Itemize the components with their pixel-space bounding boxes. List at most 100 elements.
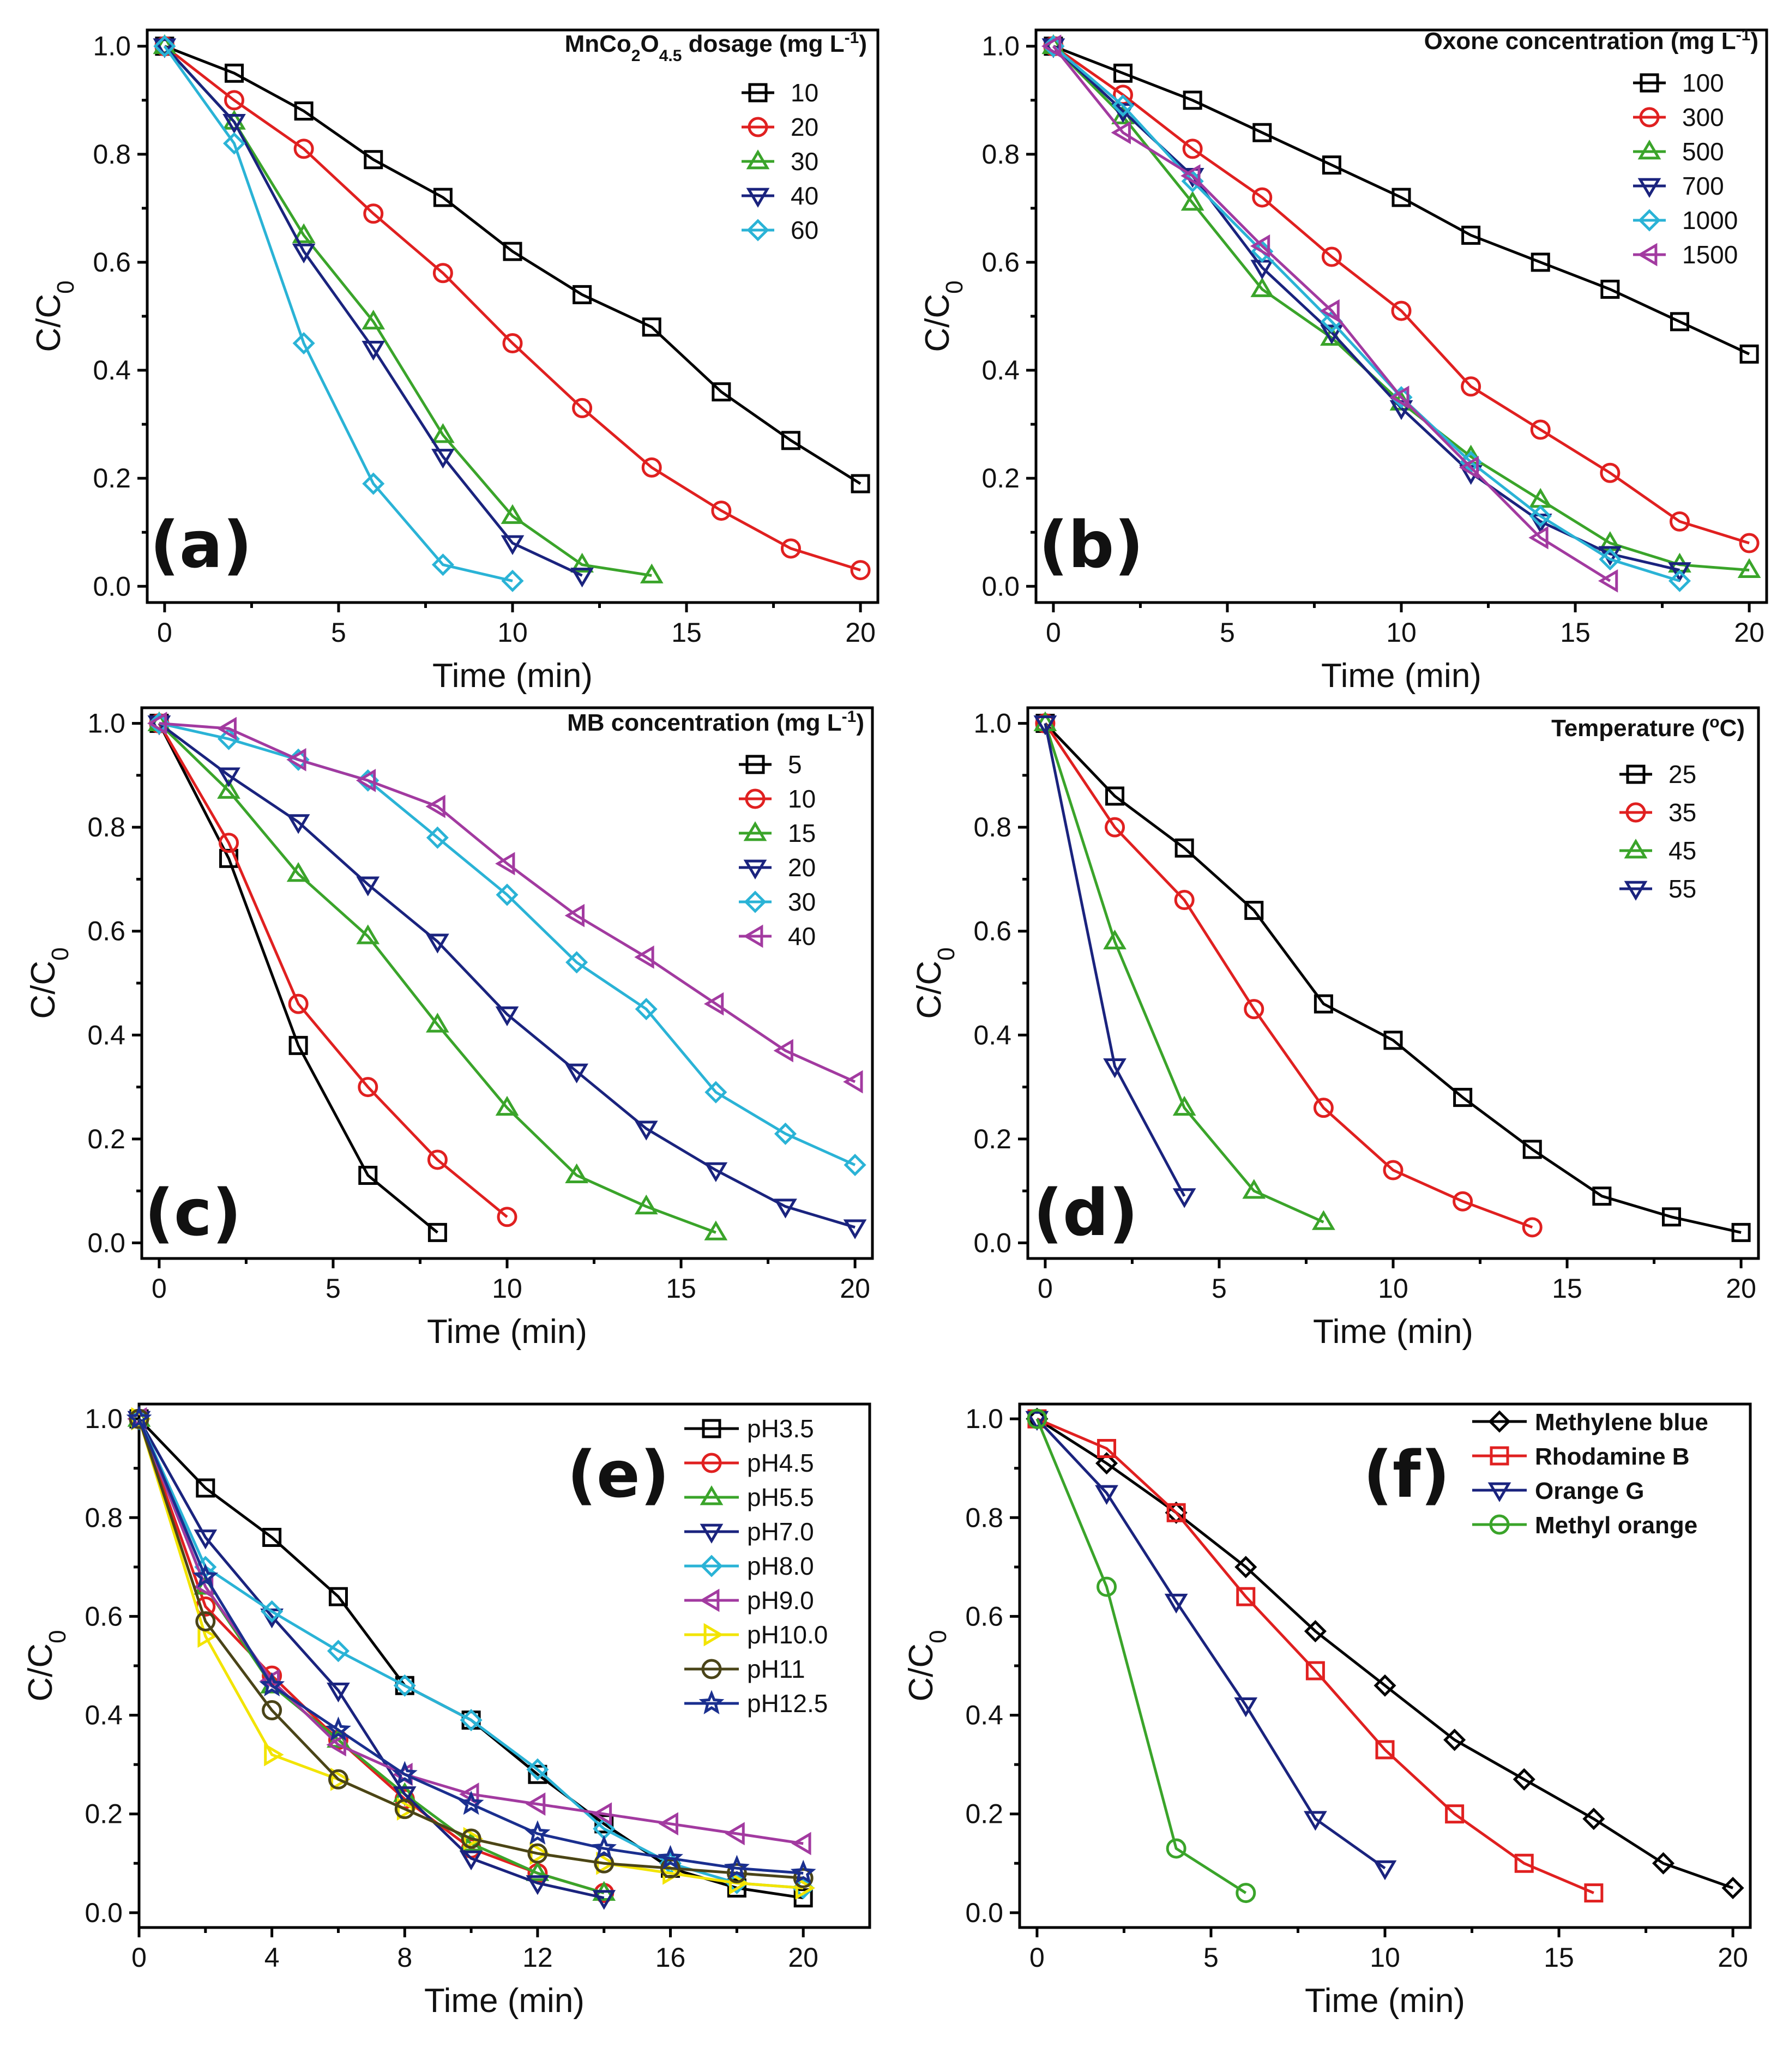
data-point bbox=[222, 132, 246, 155]
data-point bbox=[362, 472, 385, 495]
legend-entry: pH4.5 bbox=[684, 1449, 814, 1477]
data-point bbox=[1305, 1661, 1325, 1681]
data-point bbox=[529, 1841, 550, 1865]
series-line bbox=[1044, 723, 1186, 1197]
legend-swatch-marker bbox=[744, 890, 767, 913]
legend-entry: 500 bbox=[1633, 137, 1724, 166]
y-tick-label: 1.0 bbox=[981, 31, 1020, 62]
data-point bbox=[1375, 1740, 1395, 1760]
x-tick-label: 5 bbox=[1203, 1942, 1219, 1973]
series-line bbox=[1044, 722, 1324, 1224]
legend-label: 10 bbox=[788, 785, 816, 813]
data-point bbox=[393, 1786, 417, 1806]
y-tick-label: 0.6 bbox=[973, 916, 1011, 947]
y-axis-label: C/C0 bbox=[911, 947, 960, 1019]
data-point bbox=[502, 333, 523, 354]
legend-swatch-marker bbox=[743, 821, 767, 841]
series-line bbox=[1036, 1417, 1594, 1894]
data-point bbox=[528, 1764, 547, 1784]
legend-entry: pH12.5 bbox=[684, 1689, 828, 1718]
data-point bbox=[572, 397, 593, 418]
panel-label: (c) bbox=[144, 1175, 242, 1250]
data-point bbox=[327, 1682, 350, 1703]
y-tick-label: 0.2 bbox=[93, 463, 131, 493]
y-tick-label: 0.0 bbox=[965, 1898, 1003, 1928]
data-point bbox=[634, 1194, 658, 1215]
data-point bbox=[427, 1222, 447, 1242]
data-point bbox=[1174, 838, 1194, 858]
data-point bbox=[1670, 312, 1689, 332]
y-tick-label: 0.6 bbox=[85, 1601, 123, 1631]
legend-swatch-marker bbox=[746, 219, 769, 242]
series-line bbox=[158, 722, 716, 1234]
data-point bbox=[503, 242, 522, 261]
legend-swatch-marker bbox=[700, 1588, 720, 1612]
data-point bbox=[433, 188, 453, 207]
data-point bbox=[1166, 1503, 1186, 1522]
data-point bbox=[703, 992, 724, 1016]
legend-label: pH4.5 bbox=[747, 1449, 814, 1477]
chart-panel-e: 0 4 8 12 16 20 0.0 0.2 0.4 0.6 0.8 1.0 Time (min) C/C… bbox=[22, 1402, 871, 2020]
data-point bbox=[327, 1640, 350, 1663]
data-point bbox=[1111, 121, 1131, 144]
legend-entry: Methylene blue bbox=[1472, 1409, 1708, 1436]
data-point bbox=[1041, 34, 1062, 58]
y-tick-label: 0.6 bbox=[87, 916, 125, 947]
series-line bbox=[159, 722, 856, 1083]
legend-swatch-marker bbox=[745, 788, 766, 809]
data-point bbox=[463, 1827, 484, 1851]
data-point bbox=[194, 1529, 218, 1550]
legend-label: pH3.5 bbox=[747, 1414, 814, 1443]
data-point bbox=[1721, 1877, 1744, 1900]
data-point bbox=[292, 332, 315, 355]
legend-swatch-marker bbox=[698, 1690, 725, 1714]
data-point bbox=[1025, 1411, 1049, 1431]
y-tick-label: 0.0 bbox=[981, 571, 1020, 601]
legend-entry: 45 bbox=[1619, 836, 1696, 865]
data-point bbox=[394, 1799, 415, 1820]
data-point bbox=[1095, 1485, 1118, 1505]
legend-label: 15 bbox=[788, 819, 816, 847]
series-line bbox=[1036, 1418, 1386, 1870]
y-tick-label: 0.4 bbox=[85, 1700, 123, 1731]
x-tick-label: 20 bbox=[788, 1942, 818, 1973]
data-point bbox=[1528, 526, 1549, 550]
legend-label: 45 bbox=[1668, 836, 1696, 865]
data-point bbox=[328, 1769, 348, 1790]
legend-entry: pH5.5 bbox=[684, 1483, 814, 1511]
data-point bbox=[525, 1792, 546, 1816]
legend-entry: 1500 bbox=[1633, 240, 1738, 269]
series-40 bbox=[153, 38, 594, 588]
data-point bbox=[501, 535, 525, 555]
data-point bbox=[594, 1853, 615, 1874]
data-point bbox=[1592, 1186, 1612, 1206]
legend-title: Temperature (oC) bbox=[1551, 713, 1745, 742]
legend-swatch-marker bbox=[700, 1523, 724, 1544]
data-point bbox=[1320, 299, 1340, 323]
data-point bbox=[1027, 1408, 1047, 1429]
data-point bbox=[790, 1859, 816, 1884]
y-tick-label: 0.8 bbox=[87, 812, 125, 842]
data-point bbox=[259, 1672, 285, 1697]
data-point bbox=[774, 1198, 797, 1219]
data-point bbox=[1242, 1179, 1266, 1199]
x-tick-label: 5 bbox=[326, 1273, 341, 1304]
data-point bbox=[1252, 123, 1272, 142]
legend-entry: 20 bbox=[739, 853, 816, 882]
legend-label: pH12.5 bbox=[747, 1689, 828, 1718]
data-point bbox=[426, 1013, 449, 1033]
x-tick-label: 10 bbox=[492, 1273, 522, 1304]
data-point bbox=[1183, 91, 1202, 110]
legend-entry: pH7.0 bbox=[684, 1517, 814, 1546]
data-point bbox=[1391, 300, 1412, 321]
legend-entry: pH8.0 bbox=[684, 1552, 814, 1580]
data-point bbox=[147, 712, 167, 735]
data-point bbox=[1374, 1674, 1396, 1697]
data-point bbox=[526, 1758, 549, 1781]
legend-label: 100 bbox=[1682, 69, 1724, 97]
legend-entry: 100 bbox=[1633, 69, 1724, 97]
data-point bbox=[425, 794, 445, 818]
data-point bbox=[431, 553, 454, 576]
data-point bbox=[526, 1861, 550, 1881]
data-point bbox=[844, 1153, 866, 1177]
